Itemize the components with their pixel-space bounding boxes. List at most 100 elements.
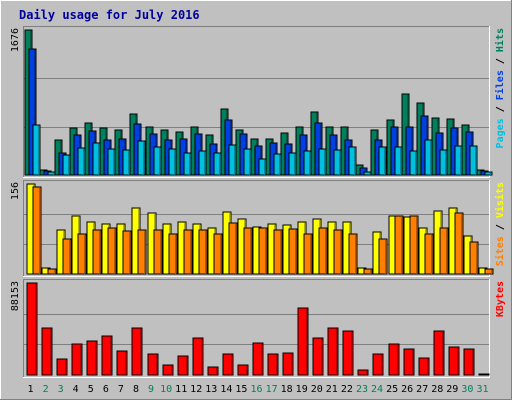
bar-sites-day-14 (228, 222, 238, 275)
bar-sites-day-4 (77, 233, 87, 275)
bar-kbytes-day-15 (237, 364, 249, 376)
bar-pages-day-26 (409, 150, 418, 176)
day-label-11: 11 (175, 384, 187, 395)
bar-pages-day-7 (122, 149, 131, 176)
series-visits (26, 183, 488, 275)
legend-entry: Sites (494, 236, 506, 266)
day-label-7: 7 (118, 384, 124, 395)
bar-kbytes-day-1 (26, 282, 38, 376)
bar-sites-day-9 (153, 229, 163, 275)
panel-kbytes: 88153 KBytes (10, 279, 506, 378)
legend-entry: Visits (494, 182, 506, 218)
legend-entry: Pages (495, 118, 506, 148)
bar-pages-day-4 (77, 147, 86, 176)
bar-sites-day-20 (318, 227, 328, 275)
bar-pages-day-30 (469, 145, 478, 176)
legend-entry: KBytes (495, 281, 506, 317)
bar-pages-day-6 (107, 148, 116, 176)
day-label-20: 20 (311, 384, 323, 395)
day-label-16: 16 (250, 384, 262, 395)
bar-pages-day-31 (484, 171, 493, 176)
day-label-14: 14 (220, 384, 232, 395)
bar-pages-day-17 (273, 153, 282, 176)
bar-sites-day-12 (198, 229, 208, 275)
bar-pages-day-3 (62, 154, 71, 176)
day-label-12: 12 (190, 384, 202, 395)
bar-sites-day-31 (484, 268, 494, 275)
bar-pages-day-29 (454, 145, 463, 176)
series-pages (32, 124, 493, 176)
day-label-28: 28 (431, 384, 443, 395)
day-labels: 1 2 3 4 5 6 7 8 9 10 11 12 13 14 15 16 17 18 19 20 21 22 23 24 2… (27, 384, 488, 395)
day-label-19: 19 (296, 384, 308, 395)
bar-kbytes-day-16 (252, 342, 264, 376)
day-label-23: 23 (356, 384, 368, 395)
day-label-5: 5 (88, 384, 94, 395)
bar-kbytes-day-20 (312, 337, 324, 376)
bar-sites-day-21 (333, 229, 343, 275)
day-label-17: 17 (266, 384, 278, 395)
bar-pages-day-23 (363, 171, 372, 176)
bar-kbytes-day-14 (222, 353, 234, 376)
day-label-27: 27 (416, 384, 428, 395)
day-label-26: 26 (401, 384, 413, 395)
bar-kbytes-day-23 (357, 369, 369, 376)
day-label-6: 6 (103, 384, 109, 395)
bar-kbytes-day-6 (101, 335, 113, 376)
bar-kbytes-day-31 (478, 373, 490, 376)
day-label-31: 31 (476, 384, 488, 395)
legend: Sites / Visits (494, 182, 506, 266)
bar-kbytes-day-10 (162, 364, 174, 376)
bar-sites-day-10 (168, 233, 178, 275)
bar-kbytes-day-19 (297, 307, 309, 376)
bar-kbytes-day-12 (192, 337, 204, 376)
bar-pages-day-25 (394, 146, 403, 176)
bar-kbytes-day-25 (388, 343, 400, 376)
bar-sites-day-7 (122, 230, 132, 275)
bar-sites-day-28 (439, 227, 449, 275)
bar-sites-day-3 (62, 238, 72, 275)
bar-kbytes-day-5 (86, 340, 98, 376)
bar-pages-day-5 (92, 142, 101, 176)
legend: Pages / Files / Hits (494, 28, 506, 148)
day-label-25: 25 (386, 384, 398, 395)
bar-sites-day-30 (469, 241, 479, 275)
bar-kbytes-day-18 (282, 352, 294, 376)
bar-sites-day-2 (47, 268, 57, 275)
bar-sites-day-18 (288, 228, 298, 275)
bar-pages-day-18 (288, 152, 297, 176)
bar-kbytes-day-4 (71, 343, 83, 376)
bar-pages-day-20 (318, 148, 327, 176)
bar-pages-day-19 (303, 150, 312, 176)
bar-pages-day-10 (168, 148, 177, 176)
bar-pages-day-15 (243, 148, 252, 176)
bar-pages-day-8 (137, 140, 146, 176)
day-label-22: 22 (341, 384, 353, 395)
bar-sites-day-19 (303, 233, 313, 275)
bar-sites-day-23 (363, 268, 373, 275)
bar-sites-day-6 (107, 227, 117, 275)
day-label-29: 29 (446, 384, 458, 395)
day-label-24: 24 (371, 384, 383, 395)
bar-pages-day-24 (378, 146, 387, 176)
bar-kbytes-day-17 (267, 353, 279, 376)
bar-kbytes-day-8 (131, 327, 143, 376)
bar-sites-day-11 (183, 229, 193, 275)
bar-kbytes-day-28 (433, 330, 445, 376)
bar-pages-day-11 (183, 152, 192, 176)
series-sites (32, 186, 494, 275)
bar-sites-day-27 (424, 233, 434, 275)
bar-kbytes-day-2 (41, 327, 53, 376)
bar-sites-day-29 (454, 212, 464, 275)
panel-hits_files_pages: 1676 Pages / Files / Hits (10, 26, 506, 178)
bar-kbytes-day-7 (116, 350, 128, 376)
legend-entry: / (495, 100, 506, 118)
bar-kbytes-day-9 (147, 353, 159, 376)
legend-entry: Hits (494, 28, 506, 52)
day-label-3: 3 (58, 384, 64, 395)
bar-sites-day-13 (213, 233, 223, 275)
bar-sites-day-26 (409, 215, 419, 275)
day-label-8: 8 (133, 384, 139, 395)
day-label-15: 15 (235, 384, 247, 395)
bar-kbytes-day-27 (418, 357, 430, 376)
